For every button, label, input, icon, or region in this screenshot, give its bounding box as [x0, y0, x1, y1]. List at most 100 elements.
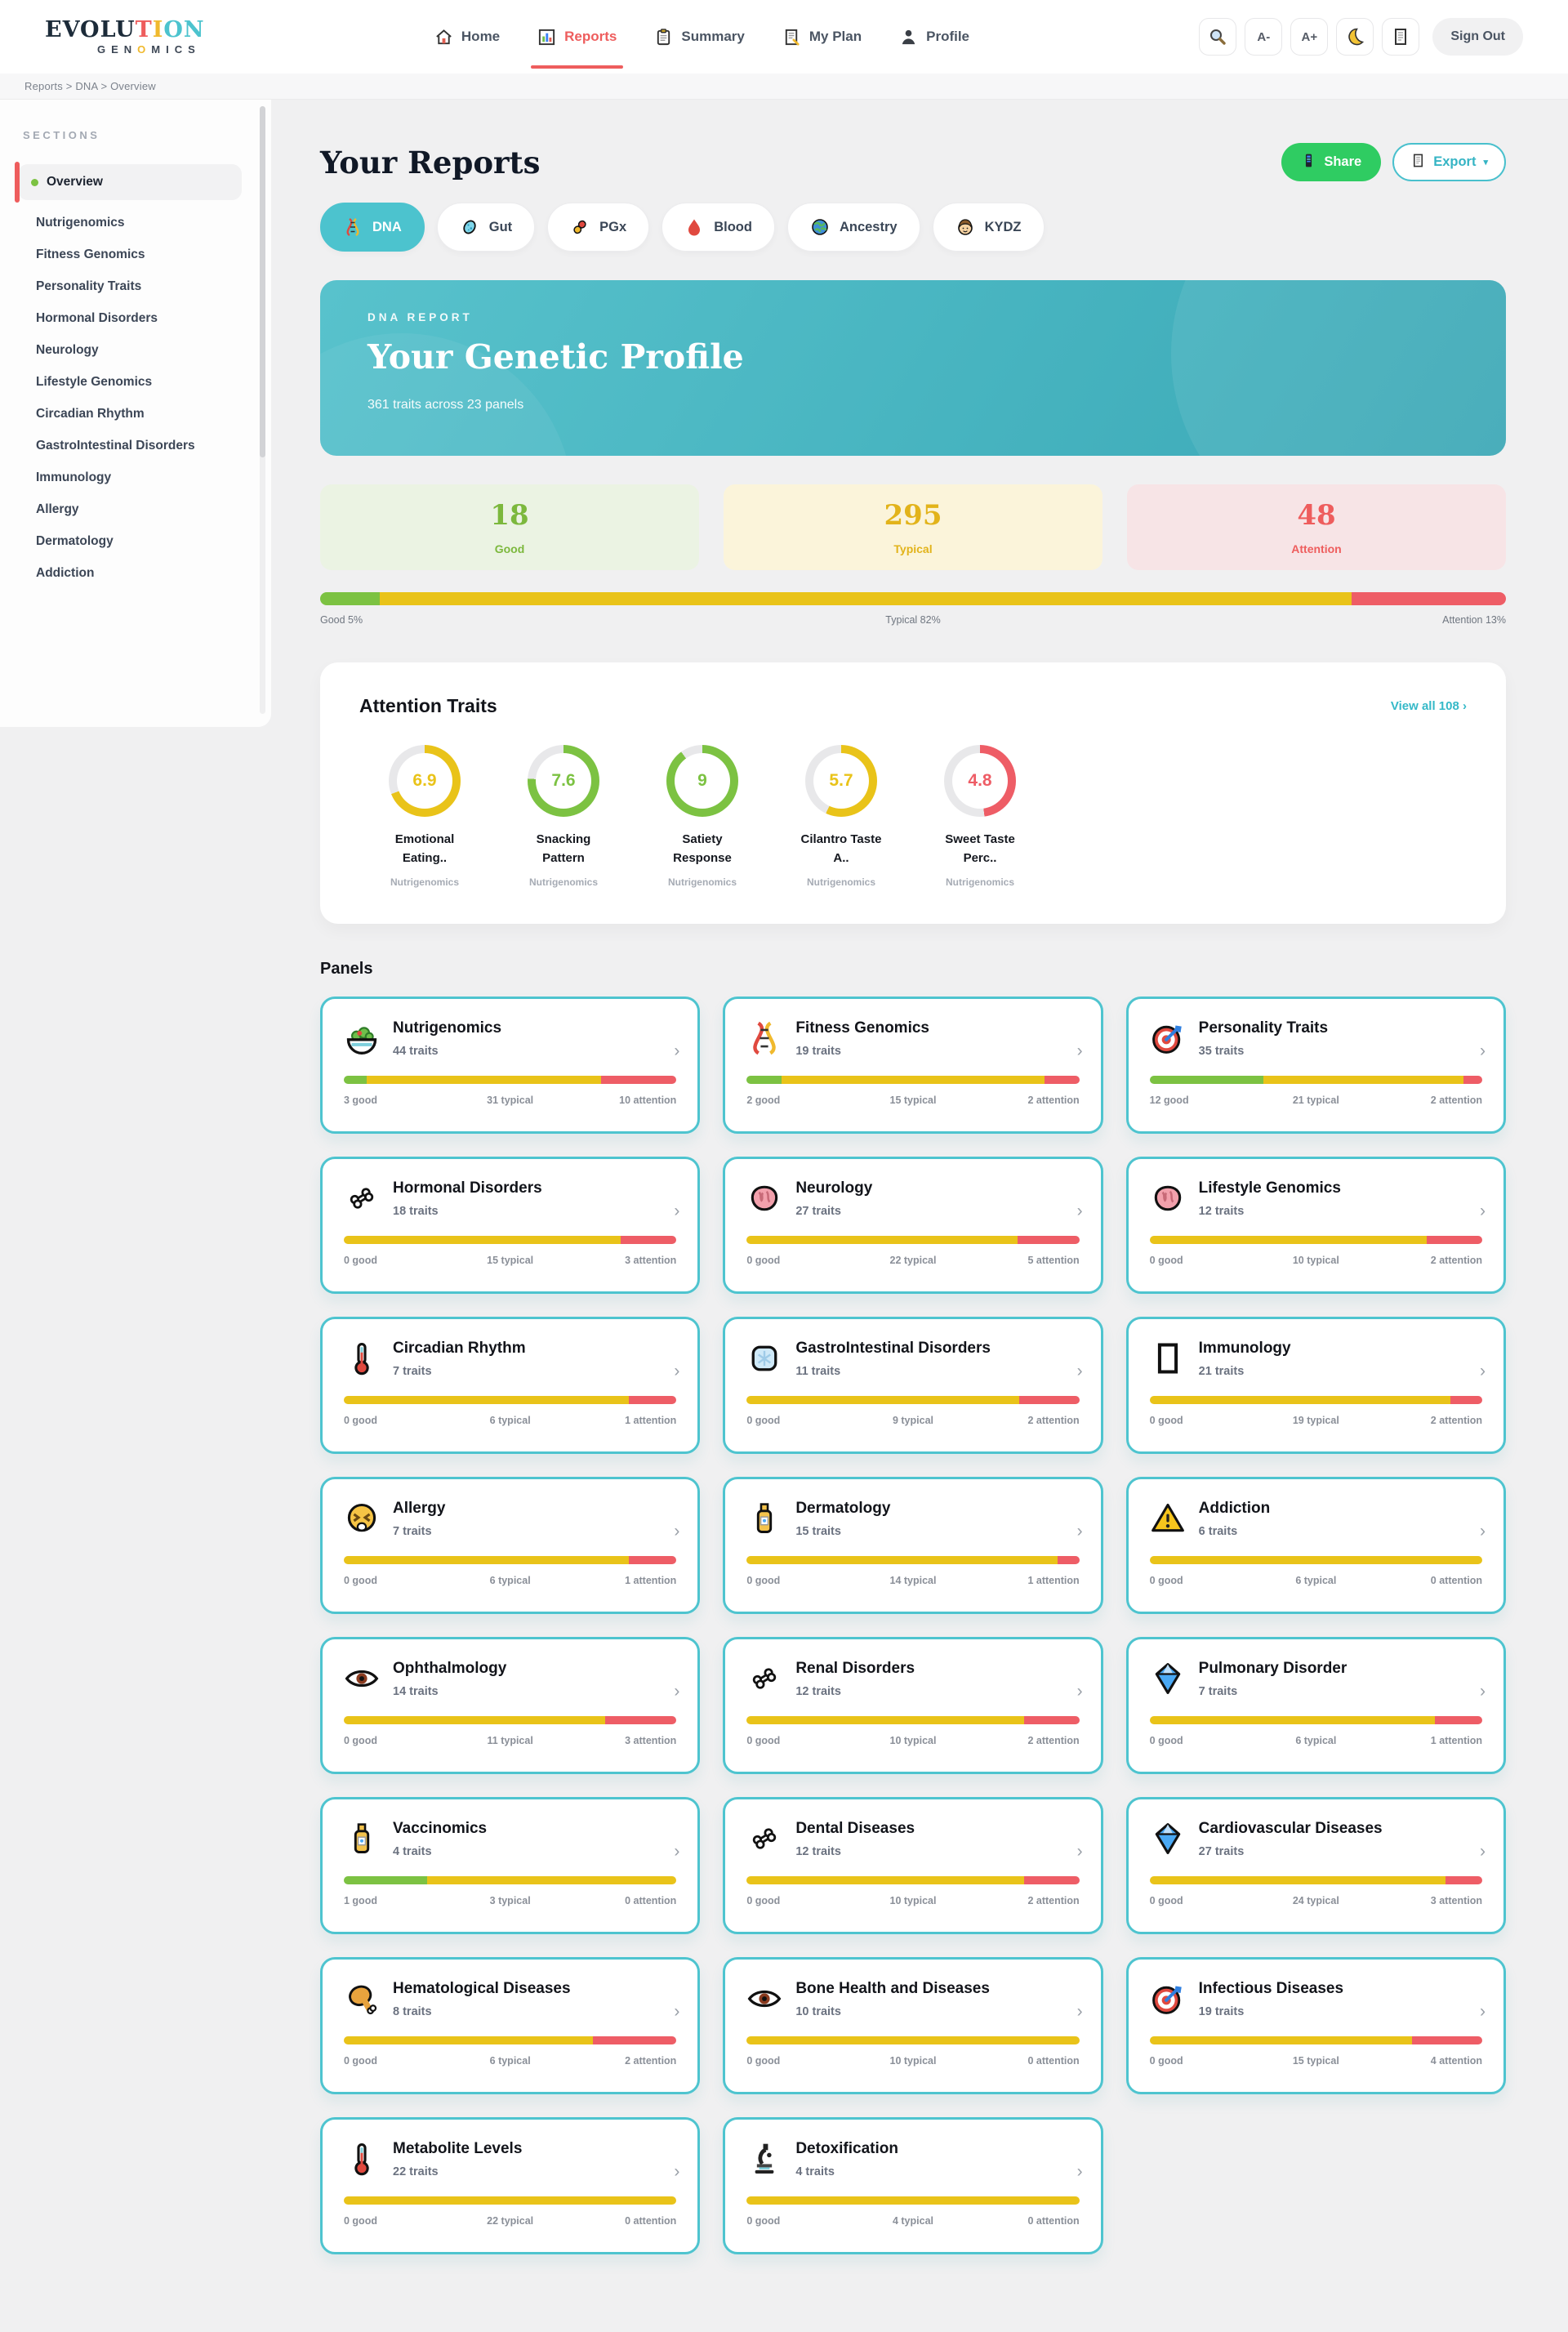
- brand-logo[interactable]: EVOLUTION GENOMICS: [45, 19, 205, 55]
- document-button[interactable]: [1382, 18, 1420, 56]
- panel-card-immunology[interactable]: Immunology 21 traits › 0 good 19 typical 2 at…: [1125, 1316, 1506, 1454]
- active-dot-icon: [31, 178, 38, 186]
- sidebar-item-hormonal-disorders[interactable]: Hormonal Disorders: [23, 302, 247, 334]
- tab-gut[interactable]: Gut: [436, 203, 536, 252]
- font-increase-button[interactable]: A+: [1290, 18, 1329, 56]
- font-decrease-button[interactable]: A-: [1245, 18, 1283, 56]
- tab-pgx[interactable]: PGx: [547, 203, 650, 252]
- panel-card-dermatology[interactable]: Dermatology 15 traits › 0 good 14 typical 1 a…: [723, 1476, 1103, 1614]
- sidebar-item-nutrigenomics[interactable]: Nutrigenomics: [23, 207, 247, 239]
- search-button[interactable]: [1199, 18, 1237, 56]
- sidebar-scrollbar-thumb[interactable]: [260, 106, 265, 457]
- panel-typical-label: 22 typical: [889, 1255, 937, 1267]
- breadcrumb[interactable]: Reports > DNA > Overview: [24, 80, 156, 92]
- panel-typical-label: 3 typical: [489, 1895, 531, 1907]
- sidebar-item-addiction[interactable]: Addiction: [23, 557, 247, 589]
- tab-kydz[interactable]: KYDZ: [932, 203, 1045, 252]
- panel-card-nutrigenomics[interactable]: Nutrigenomics 44 traits › 3 good 31 typical 1…: [320, 996, 701, 1134]
- panel-card-vaccinomics[interactable]: Vaccinomics 4 traits › 1 good 3 typical 0 att…: [320, 1796, 701, 1934]
- panel-distribution-bar: [344, 1396, 677, 1405]
- sidebar-item-label: Personality Traits: [36, 279, 142, 293]
- panel-traits-count: 12 traits: [795, 1845, 841, 1859]
- dark-mode-button[interactable]: [1336, 18, 1374, 56]
- brand-logo-text: N: [183, 17, 205, 42]
- chevron-right-icon: ›: [1480, 2001, 1486, 2021]
- panel-attention-label: 0 attention: [625, 2215, 677, 2227]
- panel-card-detoxification[interactable]: Detoxification 4 traits › 0 good 4 typical 0 …: [723, 2116, 1103, 2254]
- attention-trait[interactable]: 6.9 Emotional Eating.. Nutrigenomics: [359, 745, 490, 888]
- export-button[interactable]: Export ▾: [1392, 143, 1506, 181]
- tab-dna[interactable]: DNA: [320, 203, 425, 252]
- panel-segment-typical: [1149, 1556, 1482, 1565]
- panel-attention-label: 1 attention: [1027, 1575, 1080, 1587]
- panel-card-personality-traits[interactable]: Personality Traits 35 traits › 12 good 21 ty…: [1125, 996, 1506, 1134]
- attention-trait[interactable]: 7.6 Snacking Pattern Nutrigenomics: [498, 745, 629, 888]
- panel-segment-typical: [1149, 1396, 1451, 1405]
- panel-card-hormonal-disorders[interactable]: Hormonal Disorders 18 traits › 0 good 15 typ…: [320, 1156, 701, 1294]
- panel-segment-attention: [1412, 2036, 1482, 2045]
- panel-card-allergy[interactable]: Allergy 7 traits › 0 good 6 typical 1 attenti…: [320, 1476, 701, 1614]
- panel-traits-count: 19 traits: [795, 1045, 841, 1059]
- panel-attention-label: 2 attention: [1027, 1735, 1080, 1747]
- panel-distribution-bar: [746, 1076, 1080, 1085]
- panel-card-bone-health-and-diseases[interactable]: Bone Health and Diseases 10 traits › 0 good…: [723, 1956, 1103, 2094]
- panel-card-pulmonary-disorder[interactable]: Pulmonary Disorder 7 traits › 0 good 6 typic…: [1125, 1636, 1506, 1774]
- panel-attention-label: 4 attention: [1430, 2055, 1482, 2067]
- nav-item-my-plan[interactable]: My Plan: [782, 28, 862, 47]
- chevron-right-icon: ›: [1076, 1201, 1083, 1220]
- nav-item-reports[interactable]: Reports: [531, 28, 624, 69]
- attention-trait[interactable]: 5.7 Cilantro Taste A.. Nutrigenomics: [776, 745, 906, 888]
- ice-icon: [746, 1340, 782, 1376]
- panel-segment-typical: [746, 1396, 1019, 1405]
- panel-good-label: 0 good: [344, 2055, 377, 2067]
- sidebar-item-fitness-genomics[interactable]: Fitness Genomics: [23, 239, 247, 270]
- panel-card-cardiovascular-diseases[interactable]: Cardiovascular Diseases 27 traits › 0 good 2…: [1125, 1796, 1506, 1934]
- sidebar-item-gastrointestinal-disorders[interactable]: GastroIntestinal Disorders: [23, 430, 247, 461]
- view-all-link[interactable]: View all 108 ›: [1390, 699, 1467, 713]
- panel-card-circadian-rhythm[interactable]: Circadian Rhythm 7 traits › 0 good 6 typical…: [320, 1316, 701, 1454]
- nav-item-profile[interactable]: Profile: [899, 28, 969, 47]
- attention-trait[interactable]: 9 Satiety Response Nutrigenomics: [637, 745, 768, 888]
- sidebar-item-circadian-rhythm[interactable]: Circadian Rhythm: [23, 398, 247, 430]
- chevron-right-icon: ›: [1480, 1041, 1486, 1060]
- panel-card-metabolite-levels[interactable]: Metabolite Levels 22 traits › 0 good 22 typi…: [320, 2116, 701, 2254]
- panel-card-infectious-diseases[interactable]: Infectious Diseases 19 traits › 0 good 15 ty…: [1125, 1956, 1506, 2094]
- panel-card-lifestyle-genomics[interactable]: Lifestyle Genomics 12 traits › 0 good 10 typ…: [1125, 1156, 1506, 1294]
- panel-card-gastrointestinal-disorders[interactable]: GastroIntestinal Disorders 11 traits › 0 go…: [723, 1316, 1103, 1454]
- panel-card-addiction[interactable]: Addiction 6 traits › 0 good 6 typical 0 atten…: [1125, 1476, 1506, 1614]
- panel-card-hematological-diseases[interactable]: Hematological Diseases 8 traits › 0 good 6 t…: [320, 1956, 701, 2094]
- panel-card-fitness-genomics[interactable]: Fitness Genomics 19 traits › 2 good 15 typic…: [723, 996, 1103, 1134]
- nav-item-home[interactable]: Home: [434, 28, 500, 47]
- share-button[interactable]: Share: [1281, 143, 1382, 181]
- tab-blood[interactable]: Blood: [662, 203, 775, 252]
- chevron-right-icon: ›: [674, 1841, 680, 1861]
- nav-item-summary[interactable]: Summary: [654, 28, 745, 47]
- panel-card-renal-disorders[interactable]: Renal Disorders 12 traits › 0 good 10 typica…: [723, 1636, 1103, 1774]
- panel-card-neurology[interactable]: Neurology 27 traits › 0 good 22 typical 5 att…: [723, 1156, 1103, 1294]
- nav-item-label: My Plan: [808, 29, 862, 44]
- sidebar-item-lifestyle-genomics[interactable]: Lifestyle Genomics: [23, 366, 247, 398]
- panel-traits-count: 7 traits: [393, 1365, 432, 1379]
- attention-trait[interactable]: 4.8 Sweet Taste Perc.. Nutrigenomics: [915, 745, 1045, 888]
- sidebar-item-allergy[interactable]: Allergy: [23, 493, 247, 525]
- sidebar-item-personality-traits[interactable]: Personality Traits: [23, 270, 247, 302]
- tab-ancestry[interactable]: Ancestry: [786, 203, 920, 252]
- chevron-right-icon: ›: [1076, 1841, 1083, 1861]
- panel-segment-attention: [629, 1396, 677, 1405]
- chevron-right-icon: ›: [1480, 1201, 1486, 1220]
- panel-traits-count: 15 traits: [795, 1525, 841, 1539]
- sidebar-item-dermatology[interactable]: Dermatology: [23, 525, 247, 557]
- panel-segment-typical: [746, 2196, 1080, 2205]
- sidebar-item-overview[interactable]: Overview: [15, 162, 242, 203]
- sidebar-item-neurology[interactable]: Neurology: [23, 334, 247, 366]
- trait-panel-name: Nutrigenomics: [390, 876, 459, 888]
- page-title: Your Reports: [320, 144, 541, 181]
- sign-out-button[interactable]: Sign Out: [1432, 18, 1523, 56]
- brand-logo-line1: EVOLUTION: [45, 19, 205, 41]
- panel-card-ophthalmology[interactable]: Ophthalmology 14 traits › 0 good 11 typical 3…: [320, 1636, 701, 1774]
- panel-card-dental-diseases[interactable]: Dental Diseases 12 traits › 0 good 10 typica…: [723, 1796, 1103, 1934]
- sidebar-item-immunology[interactable]: Immunology: [23, 461, 247, 493]
- microbe-icon: [460, 217, 479, 237]
- panel-segment-attention: [1044, 1076, 1080, 1085]
- panel-title: Neurology: [795, 1179, 873, 1197]
